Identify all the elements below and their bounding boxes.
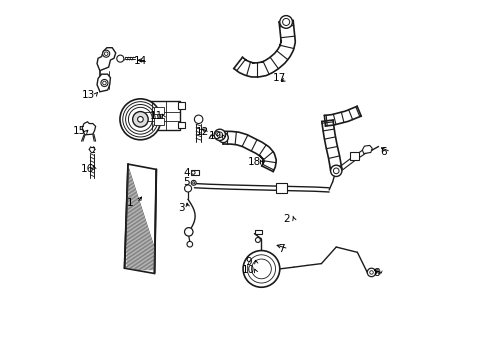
Text: 9: 9 <box>245 257 251 267</box>
Bar <box>154 107 164 114</box>
Polygon shape <box>124 164 156 274</box>
Text: 14: 14 <box>134 56 147 66</box>
Circle shape <box>137 117 143 122</box>
Bar <box>255 230 262 234</box>
Circle shape <box>218 133 228 143</box>
Bar <box>154 118 164 125</box>
Text: 15: 15 <box>73 126 86 136</box>
Circle shape <box>366 268 375 277</box>
Text: 2: 2 <box>283 214 289 224</box>
Circle shape <box>102 81 106 85</box>
Text: 10: 10 <box>241 265 254 275</box>
Circle shape <box>255 238 260 242</box>
Circle shape <box>279 15 292 28</box>
Circle shape <box>217 132 222 138</box>
Text: 16: 16 <box>81 165 94 174</box>
Circle shape <box>333 168 338 174</box>
Circle shape <box>120 99 161 140</box>
Text: 13: 13 <box>82 90 95 100</box>
Circle shape <box>102 50 109 57</box>
Text: 17: 17 <box>272 73 285 84</box>
Bar <box>190 170 198 175</box>
Circle shape <box>184 228 193 236</box>
Text: 11: 11 <box>149 112 163 121</box>
Polygon shape <box>97 48 116 71</box>
Circle shape <box>117 55 123 62</box>
Polygon shape <box>97 74 110 92</box>
Text: 12: 12 <box>196 127 209 138</box>
Text: 19: 19 <box>208 131 222 140</box>
Circle shape <box>369 271 372 274</box>
Text: 7: 7 <box>278 244 285 254</box>
Circle shape <box>192 182 194 184</box>
Circle shape <box>330 165 341 176</box>
Circle shape <box>214 129 225 140</box>
Text: 8: 8 <box>373 269 379 279</box>
Circle shape <box>132 112 148 127</box>
Text: 5: 5 <box>183 177 189 187</box>
Circle shape <box>104 52 108 55</box>
Circle shape <box>194 115 203 123</box>
Polygon shape <box>362 145 371 154</box>
Bar <box>276 183 286 193</box>
Circle shape <box>101 80 108 86</box>
Text: 4: 4 <box>183 168 189 178</box>
Circle shape <box>186 242 192 247</box>
Circle shape <box>191 171 195 174</box>
Text: 3: 3 <box>177 203 184 213</box>
Bar <box>145 101 179 130</box>
Text: 6: 6 <box>380 147 386 157</box>
Polygon shape <box>82 122 96 135</box>
Circle shape <box>282 18 289 26</box>
Circle shape <box>191 180 196 185</box>
Bar <box>349 153 358 159</box>
Text: 18: 18 <box>247 157 261 167</box>
Circle shape <box>184 185 191 192</box>
Bar <box>178 102 184 109</box>
Bar <box>178 122 184 128</box>
Circle shape <box>243 251 279 287</box>
Text: 1: 1 <box>126 198 133 208</box>
